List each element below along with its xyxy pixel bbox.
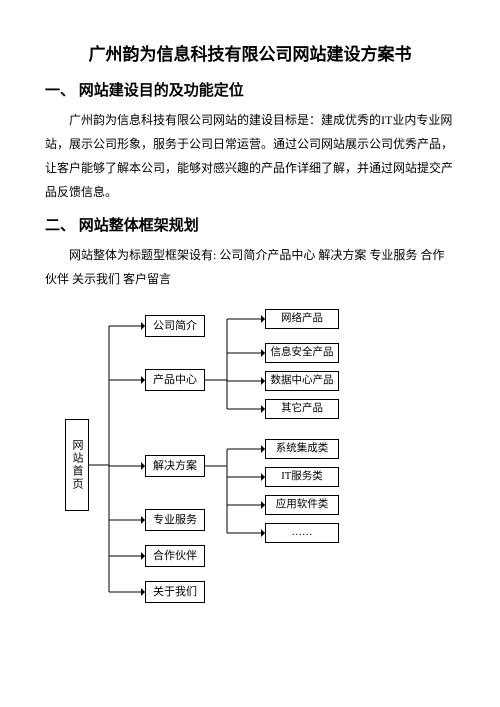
site-structure-diagram: 网站首页公司简介产品中心解决方案专业服务合作伙伴关于我们网络产品信息安全产品数据… <box>65 299 445 599</box>
diagram-node: 其它产品 <box>265 399 339 419</box>
section2-body: 网站整体为标题型框架设有: 公司简介产品中心 解决方案 专业服务 合作伙伴 关示… <box>45 243 455 291</box>
diagram-node: 数据中心产品 <box>265 371 339 391</box>
section1-body: 广州韵为信息科技有限公司网站的建设目标是：建成优秀的IT业内专业网站，展示公司形… <box>45 108 455 204</box>
diagram-node: 信息安全产品 <box>265 343 339 363</box>
diagram-node: 关于我们 <box>145 581 205 603</box>
diagram-node: 专业服务 <box>145 509 205 531</box>
diagram-node: …… <box>265 523 339 543</box>
diagram-node: 产品中心 <box>145 369 205 391</box>
document-title: 广州韵为信息科技有限公司网站建设方案书 <box>45 40 455 65</box>
diagram-node: 解决方案 <box>145 455 205 477</box>
diagram-node: 合作伙伴 <box>145 545 205 567</box>
section2-heading: 二、 网站整体框架规划 <box>45 214 455 235</box>
diagram-node: 应用软件类 <box>265 495 339 515</box>
diagram-node: IT服务类 <box>265 467 339 487</box>
diagram-node: 系统集成类 <box>265 439 339 459</box>
diagram-node: 网站首页 <box>65 419 89 511</box>
section1-heading: 一、 网站建设目的及功能定位 <box>45 79 455 100</box>
diagram-node: 网络产品 <box>265 309 339 329</box>
diagram-node: 公司简介 <box>145 315 205 337</box>
